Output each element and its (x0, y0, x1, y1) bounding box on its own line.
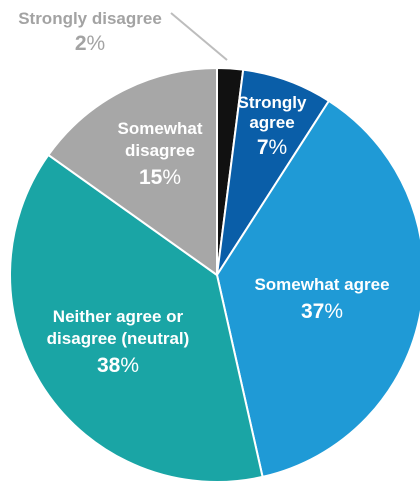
leader-line-strongly-disagree (170, 12, 228, 61)
pie-slice-somewhat-agree (216, 99, 420, 478)
slice-label-somewhat-disagree: Somewhat disagree 15% (117, 119, 202, 189)
pie-slices (9, 67, 420, 483)
pie-slice-neither-agree-or-disagree-neutral (9, 153, 264, 483)
pie-slice-somewhat-disagree (47, 67, 218, 276)
slice-label-strongly-agree: Strongly agree 7% (238, 93, 307, 159)
slice-labels: Strongly disagree 2% Strongly agree 7% Somewh… (18, 9, 389, 377)
slice-label-neither-agree-or-disagree-neutral: Neither agree or disagree (neutral) 38% (47, 307, 190, 377)
slice-label-somewhat-agree: Somewhat agree 37% (254, 275, 389, 323)
slice-label-strongly-disagree: Strongly disagree 2% (18, 9, 162, 55)
